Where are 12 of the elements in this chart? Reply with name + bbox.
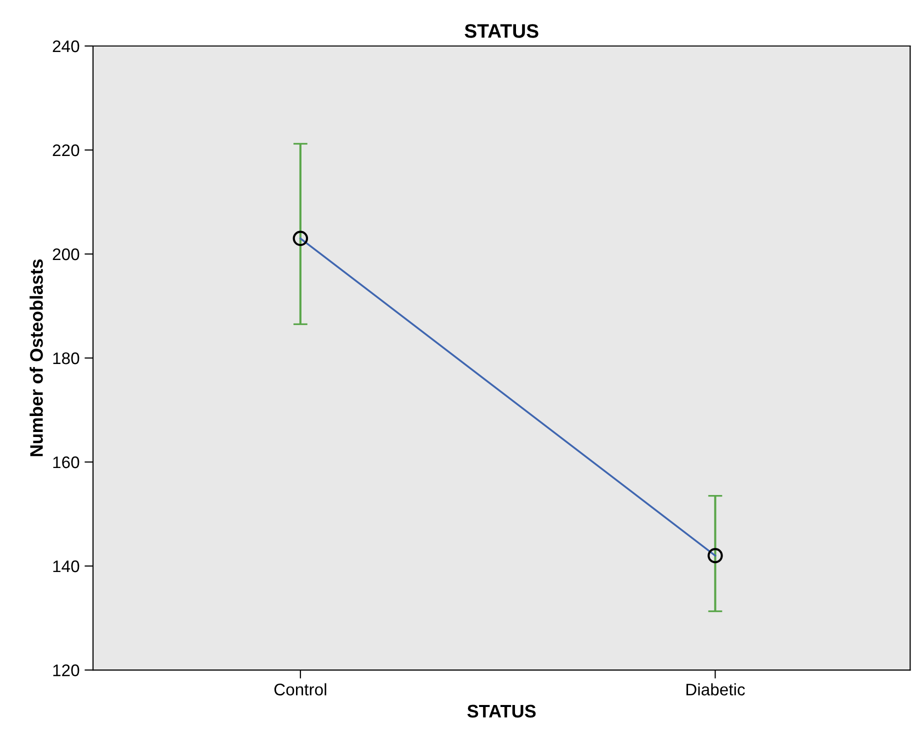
y-tick-label: 120 <box>53 664 80 676</box>
y-tick-label: 140 <box>53 560 80 572</box>
chart-title: STATUS <box>464 24 538 38</box>
y-tick-label: 220 <box>52 144 80 156</box>
y-tick-label: 160 <box>53 456 80 468</box>
x-tick-label: Control <box>274 683 326 696</box>
y-axis-title: Number of Osteoblasts <box>30 259 43 456</box>
y-tick-label: 240 <box>52 40 80 52</box>
x-tick-label: Diabetic <box>686 683 745 696</box>
y-tick-label: 180 <box>53 352 80 364</box>
x-axis-title: STATUS <box>467 704 536 718</box>
y-tick-label: 200 <box>52 248 80 260</box>
